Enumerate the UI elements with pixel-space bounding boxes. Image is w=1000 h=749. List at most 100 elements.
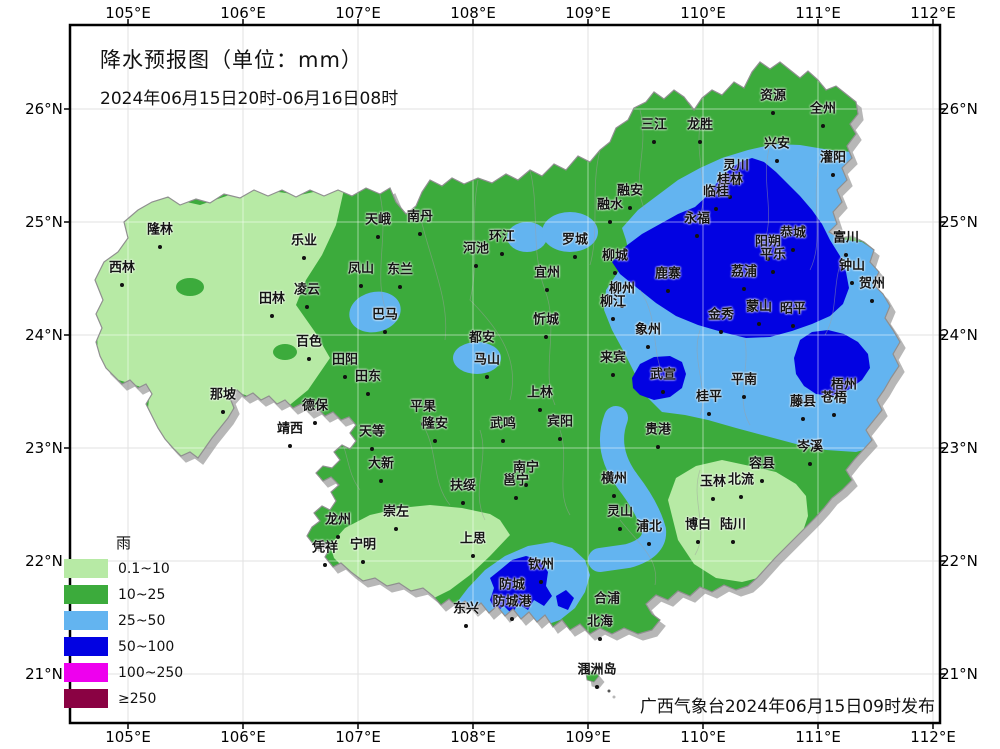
legend-item: 100~250 bbox=[64, 663, 183, 682]
city-dot bbox=[359, 284, 363, 288]
zone-lightgreen-west bbox=[95, 185, 345, 462]
axis-tick-label: 111°E bbox=[795, 4, 841, 22]
city-dot bbox=[524, 483, 528, 487]
zone-lightblue-patch bbox=[349, 291, 401, 333]
city-label: 富川 bbox=[832, 230, 860, 246]
city-label: 龙胜 bbox=[686, 117, 714, 133]
city-label: 武宣 bbox=[649, 367, 677, 383]
city-dot bbox=[158, 245, 162, 249]
zone-blue-fangchenggang bbox=[490, 556, 552, 614]
city-label: 来宾 bbox=[599, 350, 627, 366]
city-label: 环江 bbox=[488, 229, 516, 245]
city-label: 德保 bbox=[301, 398, 329, 414]
city-label: 靖西 bbox=[276, 421, 304, 437]
city-label: 河池 bbox=[462, 241, 490, 257]
city-dot bbox=[791, 248, 795, 252]
axis-tick-label: 108°E bbox=[450, 728, 496, 746]
city-label: 西林 bbox=[108, 260, 136, 276]
city-dot bbox=[808, 462, 812, 466]
city-dot bbox=[661, 390, 665, 394]
city-dot bbox=[433, 439, 437, 443]
zone-lightblue-corridor bbox=[588, 406, 667, 572]
city-dot bbox=[514, 496, 518, 500]
city-dot bbox=[480, 353, 484, 357]
city-dot bbox=[605, 614, 609, 618]
city-label: 昭平 bbox=[779, 301, 807, 317]
legend-item: 50~100 bbox=[64, 637, 183, 656]
city-dot bbox=[288, 444, 292, 448]
legend-item: 25~50 bbox=[64, 611, 183, 630]
city-label: 三江 bbox=[640, 117, 668, 133]
city-label: 凤山 bbox=[347, 261, 375, 277]
city-label: 钦州 bbox=[527, 557, 555, 573]
city-dot bbox=[120, 283, 124, 287]
city-label: 柳城 bbox=[601, 248, 629, 264]
city-dot bbox=[613, 271, 617, 275]
city-dot bbox=[313, 421, 317, 425]
city-label: 那坡 bbox=[209, 387, 237, 403]
city-label: 马山 bbox=[473, 352, 501, 368]
city-dot bbox=[618, 527, 622, 531]
city-dot bbox=[734, 181, 738, 185]
axis-tick-label: 107°E bbox=[335, 4, 381, 22]
islet-dot bbox=[607, 689, 611, 693]
city-dot bbox=[612, 494, 616, 498]
axis-tick-label: 26°N bbox=[940, 100, 978, 118]
city-dot bbox=[461, 501, 465, 505]
city-dot bbox=[379, 479, 383, 483]
city-dot bbox=[652, 140, 656, 144]
legend-title: 雨 bbox=[116, 534, 132, 552]
city-label: 扶绥 bbox=[449, 478, 477, 494]
city-dot bbox=[742, 287, 746, 291]
city-dot bbox=[343, 375, 347, 379]
legend-label: 0.1~10 bbox=[118, 560, 170, 577]
city-label: 防城港 bbox=[492, 594, 532, 610]
city-dot bbox=[760, 479, 764, 483]
legend-swatch bbox=[64, 559, 108, 578]
city-dot bbox=[366, 392, 370, 396]
legend-label: ≥250 bbox=[118, 690, 157, 707]
city-dot bbox=[757, 322, 761, 326]
city-dot bbox=[501, 439, 505, 443]
weizhou-island bbox=[585, 669, 600, 683]
city-label: 南宁 bbox=[512, 460, 540, 476]
city-dot bbox=[771, 111, 775, 115]
city-label: 恭城 bbox=[779, 225, 807, 241]
city-dot bbox=[731, 540, 735, 544]
province-shape bbox=[94, 61, 901, 693]
city-label: 武鸣 bbox=[489, 416, 517, 432]
city-label: 陆川 bbox=[719, 517, 747, 533]
city-dot bbox=[647, 542, 651, 546]
city-dot bbox=[595, 685, 599, 689]
map-title: 降水预报图（单位：mm） bbox=[100, 48, 363, 72]
city-dot bbox=[775, 159, 779, 163]
city-label: 天峨 bbox=[364, 212, 392, 228]
city-dot bbox=[307, 357, 311, 361]
city-label: 天等 bbox=[358, 424, 386, 440]
city-dot bbox=[598, 637, 602, 641]
legend-swatch bbox=[64, 637, 108, 656]
city-label: 防城 bbox=[498, 577, 526, 593]
city-dot bbox=[611, 317, 615, 321]
legend-item: 0.1~10 bbox=[64, 559, 183, 578]
city-dot bbox=[418, 232, 422, 236]
city-label: 玉林 bbox=[699, 474, 727, 490]
city-label: 横州 bbox=[600, 471, 628, 487]
city-label: 柳江 bbox=[599, 294, 627, 310]
axis-tick-label: 21°N bbox=[940, 665, 978, 683]
city-label: 北海 bbox=[586, 614, 614, 630]
city-dot bbox=[611, 373, 615, 377]
axis-tick-label: 21°N bbox=[25, 665, 63, 683]
city-dot bbox=[728, 195, 732, 199]
city-dot bbox=[666, 289, 670, 293]
city-label: 钟山 bbox=[838, 258, 866, 274]
city-dot bbox=[485, 375, 489, 379]
city-label: 梧州 bbox=[830, 377, 858, 393]
axis-tick-label: 23°N bbox=[25, 439, 63, 457]
city-label: 桂平 bbox=[695, 389, 723, 405]
city-label: 凌云 bbox=[293, 282, 321, 298]
city-dot bbox=[620, 304, 624, 308]
city-dot bbox=[608, 220, 612, 224]
city-label: 贵港 bbox=[644, 422, 672, 438]
